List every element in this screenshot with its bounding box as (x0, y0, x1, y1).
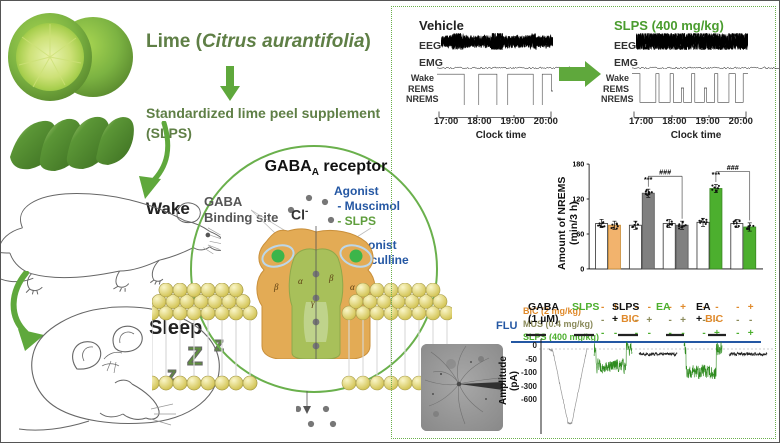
svg-text:180: 180 (573, 159, 584, 168)
svg-text:+: + (680, 315, 686, 326)
svg-text:-: - (648, 304, 651, 313)
svg-text:-: - (601, 304, 604, 313)
svg-text:+: + (646, 315, 652, 326)
svg-text:120: 120 (573, 194, 584, 203)
svg-text:β: β (328, 273, 334, 283)
svg-text:-: - (669, 315, 672, 326)
svg-text:-: - (601, 315, 604, 326)
svg-text:0: 0 (580, 264, 584, 273)
svg-text:60: 60 (576, 229, 584, 238)
svg-text:+: + (680, 304, 686, 313)
svg-text:-: - (749, 315, 752, 326)
svg-text:###: ### (659, 168, 671, 177)
svg-text:-: - (736, 315, 739, 326)
svg-text:-: - (736, 304, 739, 313)
svg-text:###: ### (727, 163, 739, 172)
svg-text:+: + (748, 304, 754, 313)
